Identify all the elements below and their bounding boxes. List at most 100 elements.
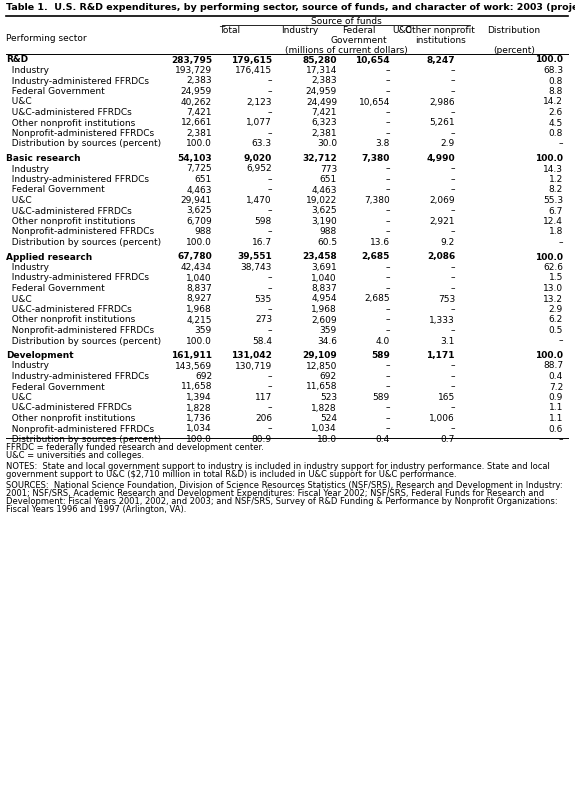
Text: 13.2: 13.2 — [543, 294, 563, 304]
Text: –: – — [450, 227, 455, 236]
Text: 1,006: 1,006 — [430, 414, 455, 423]
Text: 14.2: 14.2 — [543, 98, 563, 107]
Text: 176,415: 176,415 — [235, 66, 272, 75]
Text: 2,685: 2,685 — [362, 253, 390, 262]
Text: 12,850: 12,850 — [306, 362, 337, 370]
Text: 8,927: 8,927 — [186, 294, 212, 304]
Text: –: – — [267, 372, 272, 381]
Text: –: – — [385, 129, 390, 138]
Text: Distribution: Distribution — [488, 26, 540, 35]
Text: 6.7: 6.7 — [549, 207, 563, 215]
Text: 524: 524 — [320, 414, 337, 423]
Text: –: – — [450, 404, 455, 413]
Text: –: – — [385, 185, 390, 195]
Text: Industry: Industry — [281, 26, 318, 35]
Text: –: – — [450, 425, 455, 433]
Text: 988: 988 — [195, 227, 212, 236]
Text: 3,190: 3,190 — [311, 217, 337, 226]
Text: 523: 523 — [320, 393, 337, 402]
Text: 10,654: 10,654 — [359, 98, 390, 107]
Text: –: – — [267, 273, 272, 282]
Text: –: – — [385, 305, 390, 314]
Text: –: – — [450, 87, 455, 96]
Text: –: – — [450, 76, 455, 86]
Text: –: – — [385, 326, 390, 335]
Text: 161,911: 161,911 — [171, 351, 212, 360]
Text: Performing sector: Performing sector — [6, 34, 87, 43]
Text: –: – — [385, 425, 390, 433]
Text: NOTES:  State and local government support to industry is included in industry s: NOTES: State and local government suppor… — [6, 462, 550, 471]
Text: 131,042: 131,042 — [231, 351, 272, 360]
Text: 1,077: 1,077 — [246, 118, 272, 127]
Text: 6,952: 6,952 — [246, 165, 272, 173]
Text: 3.8: 3.8 — [375, 139, 390, 149]
Text: 359: 359 — [195, 326, 212, 335]
Text: (percent): (percent) — [493, 46, 535, 55]
Text: 753: 753 — [438, 294, 455, 304]
Text: –: – — [267, 425, 272, 433]
Text: 1,968: 1,968 — [311, 305, 337, 314]
Text: 3,691: 3,691 — [311, 263, 337, 272]
Text: –: – — [267, 76, 272, 86]
Text: 29,109: 29,109 — [302, 351, 337, 360]
Text: 100.0: 100.0 — [535, 56, 563, 64]
Text: R&D: R&D — [6, 56, 28, 64]
Text: 692: 692 — [320, 372, 337, 381]
Text: Other nonprofit institutions: Other nonprofit institutions — [6, 118, 135, 127]
Text: –: – — [385, 227, 390, 236]
Text: –: – — [267, 227, 272, 236]
Text: 8,837: 8,837 — [186, 284, 212, 293]
Text: Table 1.  U.S. R&D expenditures, by performing sector, source of funds, and char: Table 1. U.S. R&D expenditures, by perfo… — [6, 3, 575, 12]
Text: –: – — [267, 305, 272, 314]
Text: –: – — [450, 362, 455, 370]
Text: –: – — [385, 87, 390, 96]
Text: Industry: Industry — [6, 263, 49, 272]
Text: 11,658: 11,658 — [305, 382, 337, 391]
Text: Federal
Government: Federal Government — [330, 26, 387, 45]
Text: –: – — [267, 404, 272, 413]
Text: 117: 117 — [255, 393, 272, 402]
Text: 535: 535 — [255, 294, 272, 304]
Text: –: – — [385, 382, 390, 391]
Text: 67,780: 67,780 — [177, 253, 212, 262]
Text: 6,709: 6,709 — [186, 217, 212, 226]
Text: –: – — [385, 316, 390, 324]
Text: 1,040: 1,040 — [312, 273, 337, 282]
Text: 2,069: 2,069 — [430, 196, 455, 205]
Text: –: – — [267, 207, 272, 215]
Text: 55.3: 55.3 — [543, 196, 563, 205]
Text: –: – — [450, 284, 455, 293]
Text: 40,262: 40,262 — [181, 98, 212, 107]
Text: 100.0: 100.0 — [186, 435, 212, 444]
Text: 7,380: 7,380 — [364, 196, 390, 205]
Text: 4,954: 4,954 — [312, 294, 337, 304]
Text: 2,123: 2,123 — [247, 98, 272, 107]
Text: 5,261: 5,261 — [430, 118, 455, 127]
Text: 0.4: 0.4 — [375, 435, 390, 444]
Text: 598: 598 — [255, 217, 272, 226]
Text: 1,470: 1,470 — [246, 196, 272, 205]
Text: 3,625: 3,625 — [312, 207, 337, 215]
Text: –: – — [450, 129, 455, 138]
Text: 1,034: 1,034 — [186, 425, 212, 433]
Text: 0.7: 0.7 — [440, 435, 455, 444]
Text: –: – — [385, 217, 390, 226]
Text: 4.5: 4.5 — [549, 118, 563, 127]
Text: 17,314: 17,314 — [306, 66, 337, 75]
Text: Nonprofit-administered FFRDCs: Nonprofit-administered FFRDCs — [6, 227, 154, 236]
Text: government support to U&C ($2,710 million in total R&D) is included in U&C suppo: government support to U&C ($2,710 millio… — [6, 470, 457, 479]
Text: 88.7: 88.7 — [543, 362, 563, 370]
Text: –: – — [450, 175, 455, 184]
Text: 38,743: 38,743 — [240, 263, 272, 272]
Text: –: – — [267, 129, 272, 138]
Text: 3.1: 3.1 — [440, 336, 455, 346]
Text: U&C-administered FFRDCs: U&C-administered FFRDCs — [6, 108, 132, 117]
Text: 6.2: 6.2 — [549, 316, 563, 324]
Text: 54,103: 54,103 — [177, 154, 212, 163]
Text: Nonprofit-administered FFRDCs: Nonprofit-administered FFRDCs — [6, 326, 154, 335]
Text: –: – — [450, 108, 455, 117]
Text: 8.2: 8.2 — [549, 185, 563, 195]
Text: 7.2: 7.2 — [549, 382, 563, 391]
Text: 1,828: 1,828 — [312, 404, 337, 413]
Text: 2,086: 2,086 — [427, 253, 455, 262]
